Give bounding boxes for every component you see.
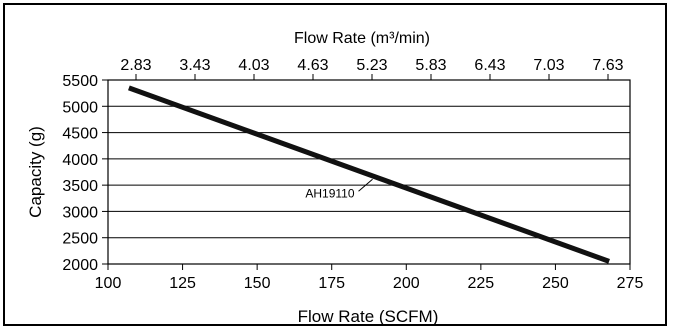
y-tick-label: 4500 [62, 126, 98, 143]
y-axis-title: Capacity (g) [26, 126, 45, 218]
top-tick-label: 6.43 [474, 57, 505, 74]
x-tick-label: 150 [244, 275, 271, 292]
series-line [128, 85, 610, 264]
y-tick-label: 5500 [62, 73, 98, 90]
top-tick-label: 4.63 [297, 57, 328, 74]
y-tick-label: 2000 [62, 257, 98, 274]
y-tick-label: 3500 [62, 178, 98, 195]
top-tick-label: 2.83 [120, 57, 151, 74]
annotation-leader [358, 178, 373, 192]
top-axis-title: Flow Rate (m³/min) [294, 30, 430, 47]
x-tick-label: 275 [617, 275, 644, 292]
top-tick-label: 7.63 [592, 57, 623, 74]
y-tick-label: 3000 [62, 204, 98, 221]
annotation-label: AH19110 [305, 186, 354, 200]
y-tick-label: 2500 [62, 231, 98, 248]
top-tick-label: 4.03 [238, 57, 269, 74]
top-tick-label: 3.43 [179, 57, 210, 74]
x-tick-label: 250 [542, 275, 569, 292]
x-tick-label: 200 [393, 275, 420, 292]
plot-area [107, 79, 631, 265]
x-tick-label: 100 [95, 275, 122, 292]
y-tick-label: 4000 [62, 152, 98, 169]
x-tick-label: 175 [318, 275, 345, 292]
x-tick-label: 225 [468, 275, 495, 292]
top-tick-label: 7.03 [533, 57, 564, 74]
top-tick-label: 5.23 [356, 57, 387, 74]
x-tick-label: 125 [169, 275, 196, 292]
top-tick-label: 5.83 [415, 57, 446, 74]
bottom-axis-title: Flow Rate (SCFM) [298, 307, 439, 326]
y-tick-label: 5000 [62, 99, 98, 116]
